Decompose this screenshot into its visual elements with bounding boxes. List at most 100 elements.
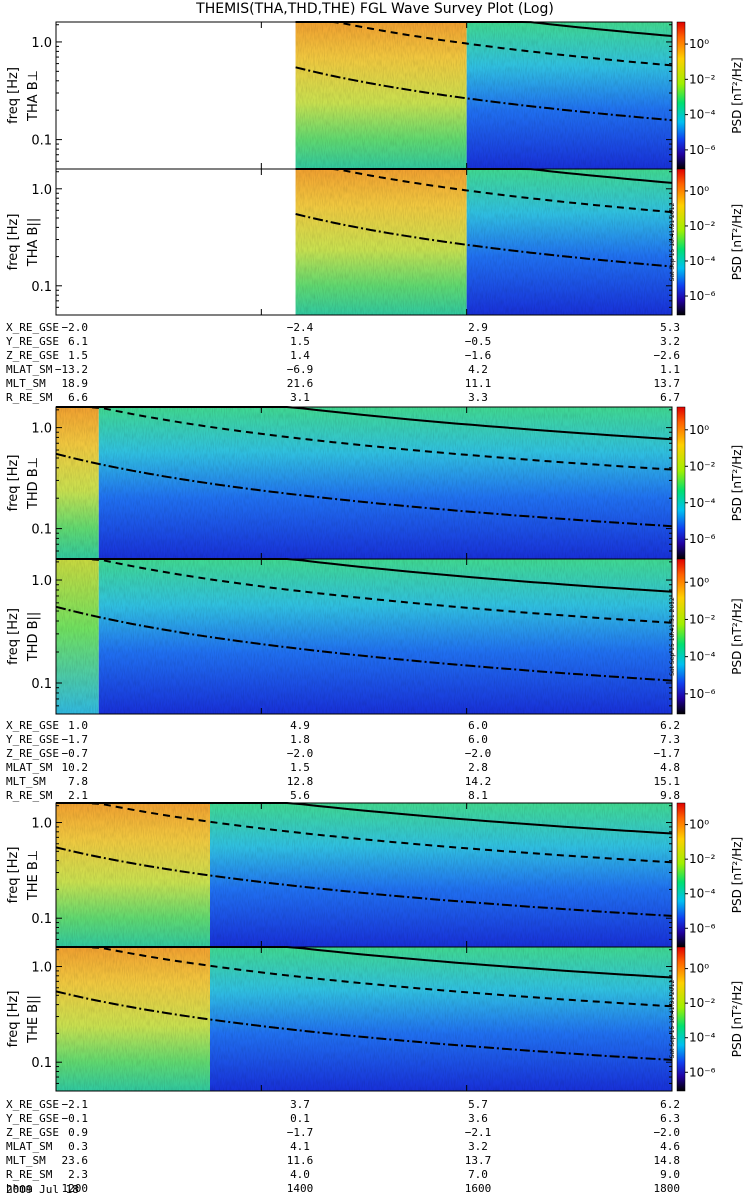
ephemeris-value: 14.8: [653, 1154, 681, 1167]
ephemeris-value: 9.8: [660, 789, 680, 802]
colorbar-tick-label: 10⁰: [689, 37, 709, 51]
ephemeris-row-label: R_RE_SM: [6, 1168, 53, 1181]
ephemeris-row-label: MLAT_SM: [6, 1140, 53, 1153]
lower-frequency-line: [55, 605, 673, 682]
colorbar-tick-label: 10⁻⁶: [689, 1065, 716, 1079]
half-gyrofrequency-line: [295, 21, 673, 67]
y-tick-label: 0.1: [31, 677, 52, 692]
lower-frequency-line: [55, 990, 673, 1061]
spectrogram-panel: 1.0 0.1 THE B⊥ freq [Hz] 10⁰ 10⁻² 10⁻⁴ 10⁻⁶ PSD …: [6, 802, 744, 948]
ephemeris-value: 21.6: [286, 377, 314, 390]
y-tick-label: 1.0: [31, 422, 52, 437]
panel-label: THD B||: [26, 612, 41, 663]
colorbar-tick-label: 10⁻⁶: [689, 687, 716, 701]
chart-title: THEMIS(THA,THD,THE) FGL Wave Survey Plot…: [196, 1, 554, 17]
lower-frequency-line: [55, 846, 673, 917]
ephemeris-value: 7.8: [68, 775, 88, 788]
ephemeris-value: 4.1: [290, 1140, 310, 1153]
ephemeris-value: −0.7: [61, 747, 89, 760]
ephemeris-value: 1.4: [290, 349, 310, 362]
spectrogram-texture: [466, 169, 672, 315]
plot-timestamp: Sat Sep 15 18:41:31 2012: [669, 597, 676, 676]
y-axis-label: freq [Hz]: [6, 214, 21, 271]
ephemeris-value: 6.3: [660, 1112, 680, 1125]
y-tick-label: 1.0: [31, 961, 52, 976]
ephemeris-row-label: hhmm: [6, 1182, 33, 1195]
y-tick-label: 1.0: [31, 36, 52, 51]
plot-timestamp: Sat Sep 15 18:41:31 2012: [669, 203, 676, 282]
ephemeris-value: 3.1: [290, 391, 310, 404]
colorbar-tick-label: 10⁰: [689, 423, 709, 437]
half-gyrofrequency-line: [56, 946, 673, 1008]
ephemeris-value: 10.2: [61, 761, 89, 774]
ephemeris-value: 12.8: [286, 775, 314, 788]
ephemeris-value: −1.7: [286, 1126, 314, 1139]
spectrogram-texture: [210, 803, 672, 947]
half-gyrofrequency-line: [56, 802, 673, 864]
colorbar-tick-label: 10⁻⁴: [689, 1031, 716, 1045]
panel-frame: [55, 168, 673, 316]
ephemeris-value: −1.6: [464, 349, 492, 362]
ephemeris-value: 13.7: [464, 1154, 492, 1167]
spectrogram-texture: [56, 947, 210, 1091]
date-label: 2009 Jul 18: [6, 1183, 79, 1196]
ephemeris-value: 8.1: [468, 789, 488, 802]
ephemeris-row-label: Y_RE_GSE: [6, 1112, 59, 1125]
plot-timestamp: Sat Sep 15 18:41:31 2012: [669, 980, 676, 1059]
lower-frequency-line: [55, 452, 673, 528]
ephemeris-row-label: Y_RE_GSE: [6, 733, 59, 746]
ephemeris-row-label: X_RE_GSE: [6, 1098, 59, 1111]
ephemeris-value: 3.6: [468, 1112, 488, 1125]
panel-label: THA B⊥: [26, 70, 41, 122]
ephemeris-row-label: Z_RE_GSE: [6, 1126, 59, 1139]
y-tick-label: 0.1: [31, 134, 52, 149]
ephemeris-value: 3.2: [660, 335, 680, 348]
y-tick-label: 0.1: [31, 912, 52, 927]
ephemeris-value: −2.1: [61, 1098, 89, 1111]
ephemeris-value: −2.1: [464, 1126, 492, 1139]
ephemeris-value: 15.1: [653, 775, 681, 788]
ephemeris-value: 1.1: [660, 363, 680, 376]
ephemeris-value: 3.7: [290, 1098, 310, 1111]
ephemeris-value: −2.0: [464, 747, 492, 760]
y-tick-label: 0.1: [31, 523, 52, 538]
ephemeris-value: 2.9: [468, 321, 488, 334]
panel-label: THD B⊥: [26, 457, 41, 510]
colorbar: [676, 406, 686, 560]
spectrogram-panel: 1.0 0.1 THD B|| freq [Hz] 10⁰ 10⁻² 10⁻⁴ 10⁻⁶ PSD…: [6, 558, 744, 715]
ephemeris-value: 6.6: [68, 391, 88, 404]
colorbar: [676, 21, 686, 170]
ephemeris-value: 4.8: [660, 761, 680, 774]
ephemeris-value: 5.7: [468, 1098, 488, 1111]
colorbar-label: PSD [nT²/Hz]: [730, 837, 744, 913]
ephemeris-value: 4.9: [290, 719, 310, 732]
spectrogram-texture: [210, 947, 672, 1091]
ephemeris-value: −1.7: [653, 747, 681, 760]
colorbar-tick-label: 10⁰: [689, 184, 709, 198]
y-axis-label: freq [Hz]: [6, 67, 21, 124]
ephemeris-row-label: Z_RE_GSE: [6, 349, 59, 362]
colorbar-tick-label: 10⁰: [689, 818, 709, 832]
ephemeris-value: 9.0: [660, 1168, 680, 1181]
ephemeris-value: 11.1: [464, 377, 492, 390]
colorbar-tick-label: 10⁰: [689, 575, 709, 589]
ephemeris-value: 1400: [286, 1182, 314, 1195]
colorbar-label: PSD [nT²/Hz]: [730, 445, 744, 521]
y-axis-label: freq [Hz]: [6, 608, 21, 665]
colorbar: [676, 802, 686, 948]
y-axis-label: freq [Hz]: [6, 455, 21, 512]
ephemeris-value: −2.0: [61, 321, 89, 334]
spectrogram-panel: 1.0 0.1 THA B|| freq [Hz] 10⁰ 10⁻² 10⁻⁴ 10⁻⁶ PSD…: [6, 168, 744, 316]
colorbar-tick-label: 10⁻⁴: [689, 108, 716, 122]
ephemeris-value: 2.8: [468, 761, 488, 774]
ephemeris-value: 0.1: [290, 1112, 310, 1125]
spectrogram-texture: [56, 407, 99, 559]
y-tick-label: 1.0: [31, 183, 52, 198]
colorbar-tick-label: 10⁻²: [689, 219, 716, 233]
ephemeris-value: 14.2: [464, 775, 492, 788]
spectrogram-panel: 1.0 0.1 THA B⊥ freq [Hz] 10⁰ 10⁻² 10⁻⁴ 10⁻⁶ PSD …: [6, 21, 744, 170]
ephemeris-value: −6.9: [286, 363, 314, 376]
ephemeris-value: 13.7: [653, 377, 681, 390]
spectrogram-texture: [295, 169, 467, 315]
panel-label: THA B||: [26, 218, 41, 267]
